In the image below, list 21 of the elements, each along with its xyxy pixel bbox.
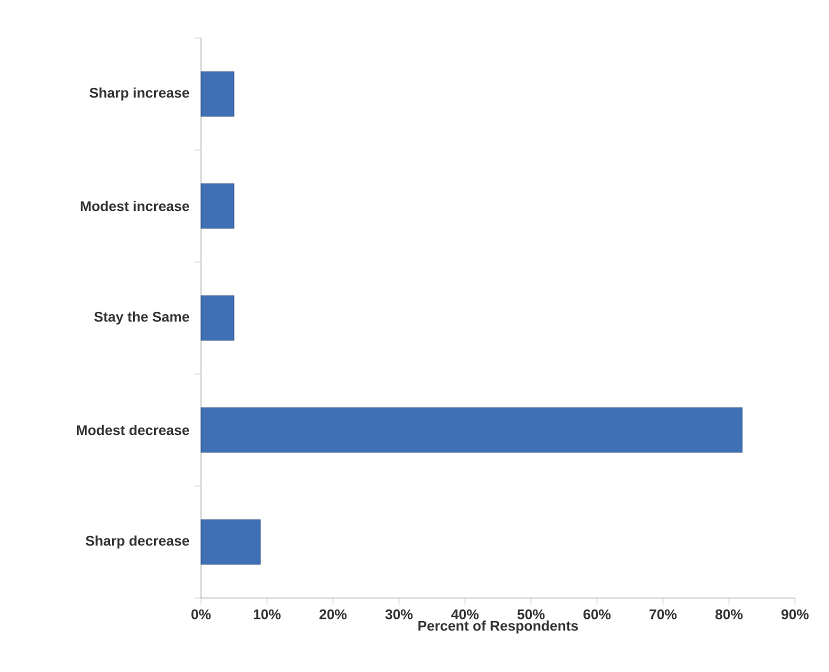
bar [200, 295, 234, 341]
x-tick-label: 10% [254, 609, 281, 620]
bar [200, 71, 234, 117]
x-tick-label: 20% [319, 609, 347, 620]
y-tick-label: Stay the Same [94, 311, 190, 325]
x-axis-title: Percent of Respondents [418, 620, 578, 634]
x-tick-label: 30% [385, 609, 413, 620]
x-tick-label: 0% [191, 609, 211, 620]
bar [200, 183, 234, 229]
x-tick-label: 60% [583, 609, 611, 620]
y-tick-label: Modest decrease [76, 424, 190, 436]
bar [200, 519, 261, 565]
y-tick-label: Sharp increase [90, 87, 190, 101]
x-tick-label: 70% [650, 609, 677, 620]
bar [200, 407, 742, 453]
x-tick-label: 90% [781, 609, 809, 620]
y-tick-label: Sharp decrease [86, 535, 190, 549]
x-tick-label: 40% [451, 609, 479, 620]
x-tick-label: 50% [517, 609, 545, 620]
y-tick-label: Modest increase [80, 200, 190, 212]
x-tick-label: 80% [715, 609, 743, 620]
